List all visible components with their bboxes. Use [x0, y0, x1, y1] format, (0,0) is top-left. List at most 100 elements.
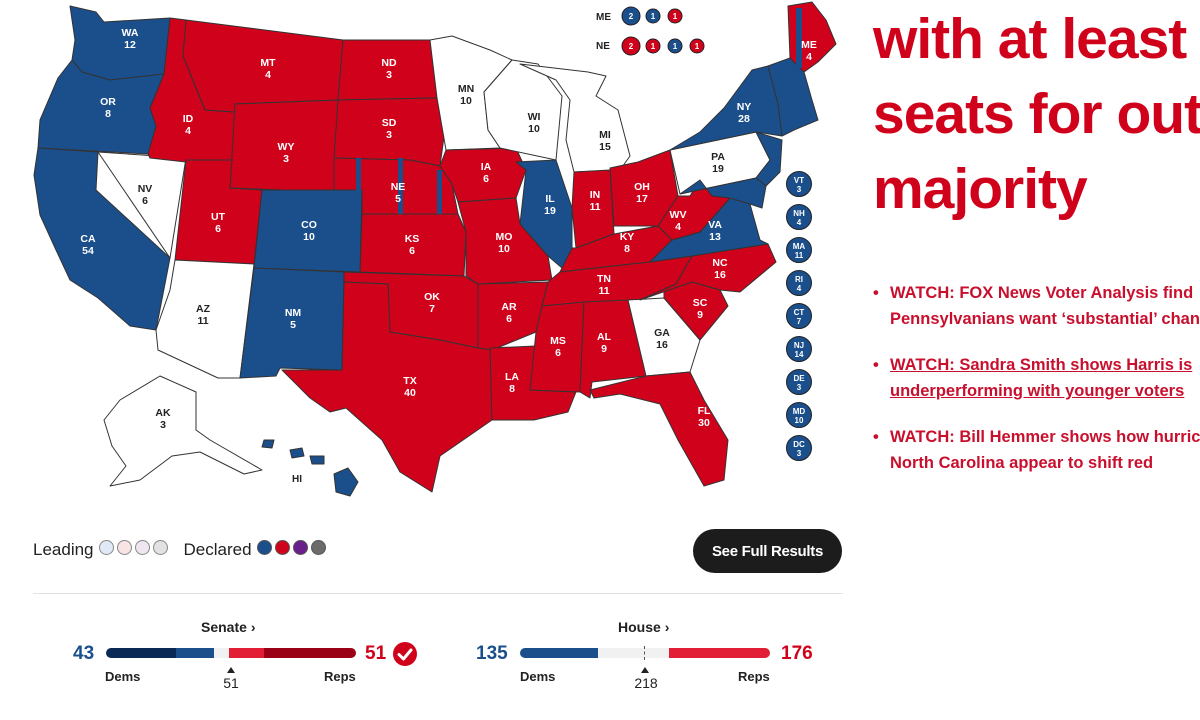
state-me[interactable]	[787, 1, 837, 73]
small-state-vt[interactable]: VT3	[786, 171, 812, 197]
state-ev: 40	[404, 387, 416, 399]
state-ev: 11	[598, 285, 609, 297]
state-label: AK 3	[155, 407, 171, 431]
state-ev: 11	[589, 201, 600, 213]
small-state-ev: 4	[797, 284, 802, 293]
house-rep-label: Reps	[738, 669, 770, 684]
senate-rep-label: Reps	[324, 669, 356, 684]
small-state-ev: 7	[797, 317, 802, 326]
news-link[interactable]: WATCH: Bill Hemmer shows how hurric Nort…	[873, 424, 1200, 476]
state-label: WY 3	[278, 141, 295, 165]
district-dot	[689, 38, 705, 54]
state-label: MI 15	[599, 129, 611, 153]
small-state-abbr: MD	[793, 407, 806, 416]
small-state-ct[interactable]: CT7	[786, 303, 812, 329]
state-label: AR 6	[501, 301, 517, 325]
news-link[interactable]: WATCH: FOX News Voter Analysis find Penn…	[873, 280, 1200, 332]
state-wa[interactable]	[69, 5, 171, 81]
small-state-ri[interactable]: RI4	[786, 270, 812, 296]
split-label-ne: NE	[596, 41, 610, 52]
senate-dem-label: Dems	[105, 669, 141, 684]
small-state-abbr: DC	[793, 440, 805, 449]
state-ca[interactable]	[33, 147, 171, 331]
me-district-dots: 2 1 1	[621, 6, 683, 26]
district-dot-label: 1	[695, 42, 700, 51]
house-title-link[interactable]: House ›	[618, 619, 670, 635]
house-majority-line	[644, 646, 645, 660]
state-ev: 5	[290, 319, 296, 331]
legend-declared-label: Declared	[183, 540, 252, 559]
news-link[interactable]: WATCH: Sandra Smith shows Harris is unde…	[873, 352, 1200, 404]
small-state-abbr: VT	[794, 176, 804, 185]
state-abbr: AL	[597, 331, 612, 343]
senate-rep-held	[264, 648, 356, 658]
state-ak[interactable]	[103, 375, 263, 487]
state-ev: 19	[712, 163, 724, 175]
small-state-abbr: CT	[794, 308, 805, 317]
state-ev: 10	[460, 95, 472, 107]
state-fl[interactable]	[589, 371, 729, 487]
state-ev: 4	[806, 51, 812, 63]
state-abbr: FL	[698, 405, 711, 417]
split-district-legend: ME 2 1 1 NE 2 1 1 1	[596, 6, 705, 56]
state-tx[interactable]	[281, 281, 493, 493]
small-state-circle	[786, 303, 812, 329]
district-dot	[621, 6, 641, 26]
state-label: FL 30	[698, 405, 711, 429]
see-full-results-button[interactable]: See Full Results	[693, 529, 842, 573]
state-ev: 19	[544, 205, 556, 217]
state-label: ID 4	[183, 113, 194, 137]
state-abbr: ID	[183, 113, 194, 125]
state-abbr: AR	[501, 301, 517, 313]
small-state-de[interactable]: DE3	[786, 369, 812, 395]
senate-balance[interactable]: Senate › 43 51 51 Dems Reps	[70, 615, 430, 705]
state-abbr: AZ	[196, 303, 211, 315]
state-ga[interactable]	[627, 297, 701, 377]
state-md-de[interactable]	[679, 177, 767, 209]
state-abbr: IL	[545, 193, 555, 205]
me-district-stripe	[796, 8, 802, 68]
state-ev: 5	[395, 193, 401, 205]
small-state-circle	[786, 204, 812, 230]
state-ms[interactable]	[529, 301, 585, 393]
state-abbr: WI	[528, 111, 541, 123]
house-balance[interactable]: House › 135 176 218 Dems Reps	[476, 615, 846, 705]
state-hi[interactable]	[333, 467, 359, 497]
section-divider	[33, 593, 843, 594]
small-state-nh[interactable]: NH4	[786, 204, 812, 230]
state-label: LA 8	[505, 371, 519, 395]
legend-swatch	[116, 540, 132, 555]
senate-dem-count: 43	[73, 643, 95, 664]
state-hi-islands	[261, 439, 325, 465]
state-ev: 6	[555, 347, 561, 359]
small-state-ev: 11	[795, 251, 804, 260]
senate-title-link[interactable]: Senate ›	[201, 619, 256, 635]
house-dem-count: 135	[476, 643, 508, 664]
house-majority-marker	[641, 667, 649, 673]
small-state-dc[interactable]: DC3	[786, 435, 812, 461]
state-label: PA 19	[711, 151, 725, 175]
state-ev: 11	[197, 315, 208, 327]
electoral-map[interactable]: WA 12 OR 8 CA 54 NV 6 ID 4 MT 4 WY 3 UT 6 AZ 11 C…	[0, 0, 850, 500]
state-nv[interactable]	[97, 151, 187, 259]
district-dot-label: 2	[629, 12, 634, 21]
split-label-me: ME	[596, 12, 611, 23]
state-ev: 9	[697, 309, 703, 321]
state-nc[interactable]	[639, 243, 777, 301]
ne-district-dots: 2 1 1 1	[621, 36, 705, 56]
state-abbr: VA	[708, 219, 722, 231]
state-abbr: OH	[634, 181, 650, 193]
senate-rep-won	[229, 648, 264, 658]
state-mi[interactable]	[519, 63, 631, 173]
map-legend: Leading Declared	[33, 540, 326, 560]
state-label: NY 28	[737, 101, 752, 125]
state-ar[interactable]	[477, 281, 549, 351]
us-map-svg[interactable]: WA 12 OR 8 CA 54 NV 6 ID 4 MT 4 WY 3 UT 6 AZ 11 C…	[0, 0, 850, 500]
house-dem-label: Dems	[520, 669, 556, 684]
district-dot	[667, 38, 683, 54]
state-label: SC 9	[693, 297, 708, 321]
